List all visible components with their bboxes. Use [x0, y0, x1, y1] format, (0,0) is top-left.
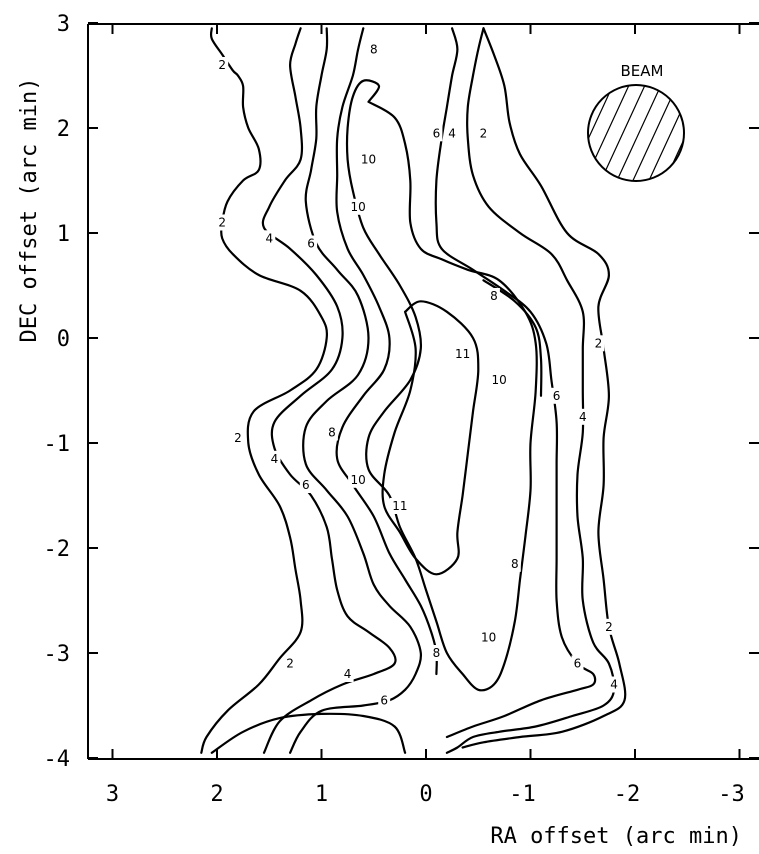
y-tick-label: 0	[57, 327, 70, 352]
contour-label-4: 4	[265, 231, 273, 245]
contour-line-level-4-left	[261, 27, 397, 754]
y-tick-label: -3	[44, 642, 71, 667]
contour-line-level-10-inner	[345, 79, 538, 692]
contour-line-level-2-left	[200, 27, 329, 754]
contour-label-background	[430, 125, 443, 142]
contour-label-background	[348, 198, 369, 215]
x-tick-label: -2	[614, 782, 641, 807]
beam-indicator: BEAM	[587, 62, 685, 182]
contour-label-background	[452, 345, 473, 362]
contour-label-6: 6	[302, 478, 310, 492]
contour-label-11: 11	[392, 499, 407, 513]
contour-label-4: 4	[271, 452, 279, 466]
contour-label-background	[231, 429, 244, 446]
contour-label-background	[263, 230, 276, 247]
y-tick-label: -4	[44, 747, 71, 772]
contour-line-level-6-bottom	[210, 712, 407, 754]
y-axis-title: DEC offset (arc min)	[17, 78, 42, 343]
beam-label: BEAM	[621, 62, 664, 80]
contour-line-level-2-right	[461, 27, 627, 749]
contour-label-background	[348, 471, 369, 488]
contour-label-background	[358, 151, 379, 168]
contour-label-6: 6	[553, 389, 561, 403]
contour-label-background	[325, 424, 338, 441]
contour-label-10: 10	[350, 473, 365, 487]
y-tick-label: 3	[57, 12, 70, 37]
contour-label-background	[216, 57, 229, 73]
contour-label-11: 11	[455, 347, 470, 361]
contour-line-level-11-inner	[381, 300, 480, 576]
contour-label-background	[508, 555, 521, 572]
contour-label-2: 2	[218, 216, 226, 230]
contour-label-background	[284, 655, 297, 672]
contour-label-6: 6	[307, 237, 315, 251]
contour-label-6: 6	[574, 657, 582, 671]
contour-label-background	[216, 214, 229, 231]
contour-label-background	[571, 655, 584, 672]
x-tick-label: -1	[509, 782, 536, 807]
contour-label-6: 6	[433, 126, 441, 140]
contour-label-background	[477, 125, 490, 142]
contour-label-background	[378, 692, 391, 709]
x-axis-title: RA offset (arc min)	[490, 824, 742, 849]
x-tick-label: -3	[718, 782, 745, 807]
x-axis-ticks: 3 2 1 0 -1 -2 -3	[106, 24, 745, 807]
contour-label-background	[550, 387, 563, 404]
contour-label-8: 8	[490, 289, 498, 303]
contour-label-10: 10	[350, 200, 365, 214]
contour-label-background	[268, 450, 281, 467]
contour-label-2: 2	[218, 58, 226, 72]
beam-circle	[587, 84, 685, 182]
y-tick-label: -1	[44, 432, 71, 457]
contour-label-background	[305, 235, 318, 252]
x-tick-label: 0	[419, 782, 432, 807]
contour-line-level-8-right	[482, 279, 543, 397]
contour-label-8: 8	[328, 426, 336, 440]
y-tick-label: 1	[57, 222, 70, 247]
contour-label-background	[487, 288, 500, 304]
contour-line-level-6-right	[434, 27, 597, 739]
contour-line-level-6-left	[289, 27, 423, 754]
contour-label-8: 8	[433, 646, 441, 660]
contour-label-2: 2	[595, 336, 603, 350]
contour-label-10: 10	[481, 630, 496, 644]
contour-lines	[200, 27, 627, 754]
contour-label-background	[592, 335, 605, 352]
contour-line-level-4-right	[445, 27, 616, 754]
contour-label-4: 4	[448, 126, 456, 140]
contour-label-10: 10	[361, 153, 376, 167]
contour-label-background	[576, 408, 589, 425]
contour-label-2: 2	[480, 126, 488, 140]
x-tick-label: 1	[315, 782, 328, 807]
contour-label-background	[489, 372, 510, 388]
x-tick-label: 2	[210, 782, 223, 807]
x-tick-label: 3	[106, 782, 119, 807]
contour-label-2: 2	[605, 620, 613, 634]
contour-label-background	[602, 618, 615, 635]
contour-label-background	[299, 477, 312, 493]
contour-label-8: 8	[511, 557, 519, 571]
contour-label-4: 4	[610, 678, 618, 692]
contour-label-6: 6	[380, 693, 388, 707]
contour-label-4: 4	[579, 410, 587, 424]
contour-label-8: 8	[370, 42, 378, 56]
contour-label-4: 4	[344, 667, 352, 681]
contour-label-2: 2	[234, 431, 242, 445]
contour-label-background	[389, 498, 410, 514]
contour-label-background	[341, 666, 354, 682]
contour-label-background	[608, 676, 621, 693]
contour-label-10: 10	[491, 373, 506, 387]
contour-label-background	[430, 645, 443, 661]
contour-label-background	[478, 629, 499, 646]
contour-label-background	[446, 125, 459, 142]
contour-label-background	[367, 41, 380, 58]
y-tick-label: 2	[57, 117, 70, 142]
contour-label-2: 2	[286, 657, 294, 671]
contour-line-level-8-left	[335, 27, 438, 676]
y-tick-label: -2	[44, 537, 71, 562]
